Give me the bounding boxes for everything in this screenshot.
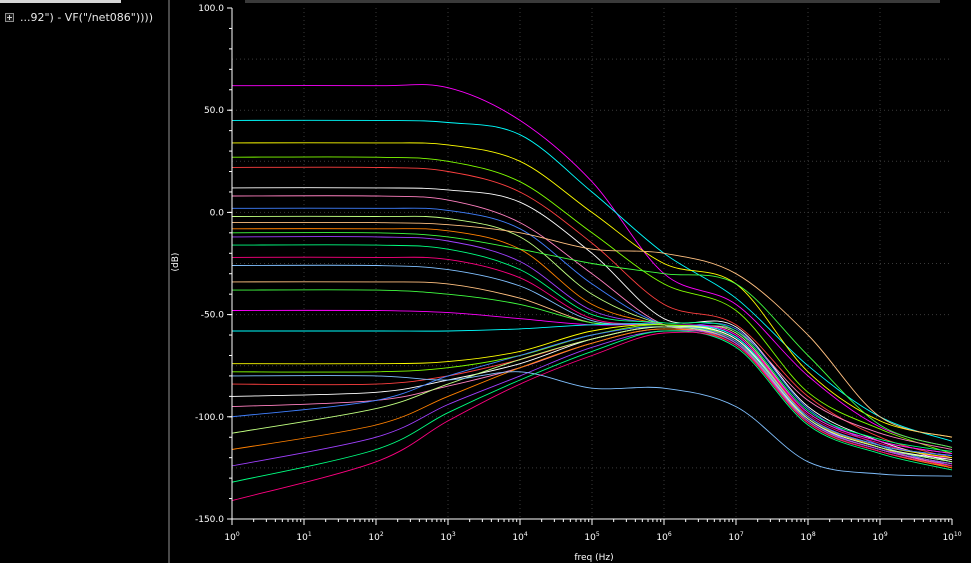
trace-line [231, 236, 953, 459]
trace-browser-panel: ...92") - VF("/net086")))) [0, 0, 168, 563]
trace-line [231, 330, 953, 467]
trace-line [231, 232, 953, 448]
x-tick-label: 107 [728, 531, 743, 543]
x-tick-label: 100 [224, 531, 239, 543]
x-tick-label: 108 [800, 531, 815, 543]
expand-plus-icon[interactable] [5, 12, 14, 22]
trace-line [231, 326, 953, 457]
x-tick-label: 106 [656, 531, 671, 543]
panel-header-strip [0, 0, 121, 3]
trace-line [231, 187, 953, 463]
trace-line [231, 84, 953, 448]
y-tick-label: 50.0 [204, 106, 224, 116]
x-axis-label: freq (Hz) [574, 553, 613, 563]
y-tick-label: 0.0 [210, 208, 225, 218]
trace-line [231, 119, 953, 442]
trace-line [231, 309, 953, 455]
x-tick-label: 109 [872, 531, 887, 543]
y-tick-label: -100.0 [195, 413, 224, 423]
x-tick-label: 104 [512, 531, 527, 543]
top-toolbar-strip [245, 0, 940, 3]
x-axis-ticks: 100 101 102 103 104 105 106 107 108 109 1010 [224, 519, 962, 543]
x-tick-label: 101 [296, 531, 311, 543]
trace-line [231, 330, 953, 483]
trace-curves [231, 84, 953, 502]
trace-line [231, 244, 953, 452]
trace-line [231, 222, 953, 438]
trace-line [231, 195, 953, 450]
y-tick-label: -150.0 [195, 515, 224, 525]
y-axis-label: (dB) [171, 253, 181, 272]
trace-line [231, 331, 953, 502]
y-axis-ticks: 100.0 50.0 0.0 -50.0 -100.0 -150.0 [195, 4, 232, 525]
x-tick-label: 1010 [942, 531, 961, 543]
x-tick-label: 103 [440, 531, 455, 543]
trace-line [231, 142, 953, 438]
trace-line [231, 166, 953, 459]
y-tick-label: 100.0 [198, 4, 224, 14]
trace-line [231, 328, 953, 469]
trace-list-item[interactable]: ...92") - VF("/net086")))) [5, 10, 153, 24]
y-tick-label: -50.0 [201, 311, 225, 321]
trace-line [231, 156, 953, 455]
x-tick-label: 102 [368, 531, 383, 543]
trace-line [231, 326, 953, 463]
trace-expression-label[interactable]: ...92") - VF("/net086")))) [20, 10, 153, 24]
x-tick-label: 105 [584, 531, 599, 543]
trace-line [231, 371, 953, 477]
panel-divider[interactable] [168, 0, 170, 563]
trace-line [231, 256, 953, 461]
